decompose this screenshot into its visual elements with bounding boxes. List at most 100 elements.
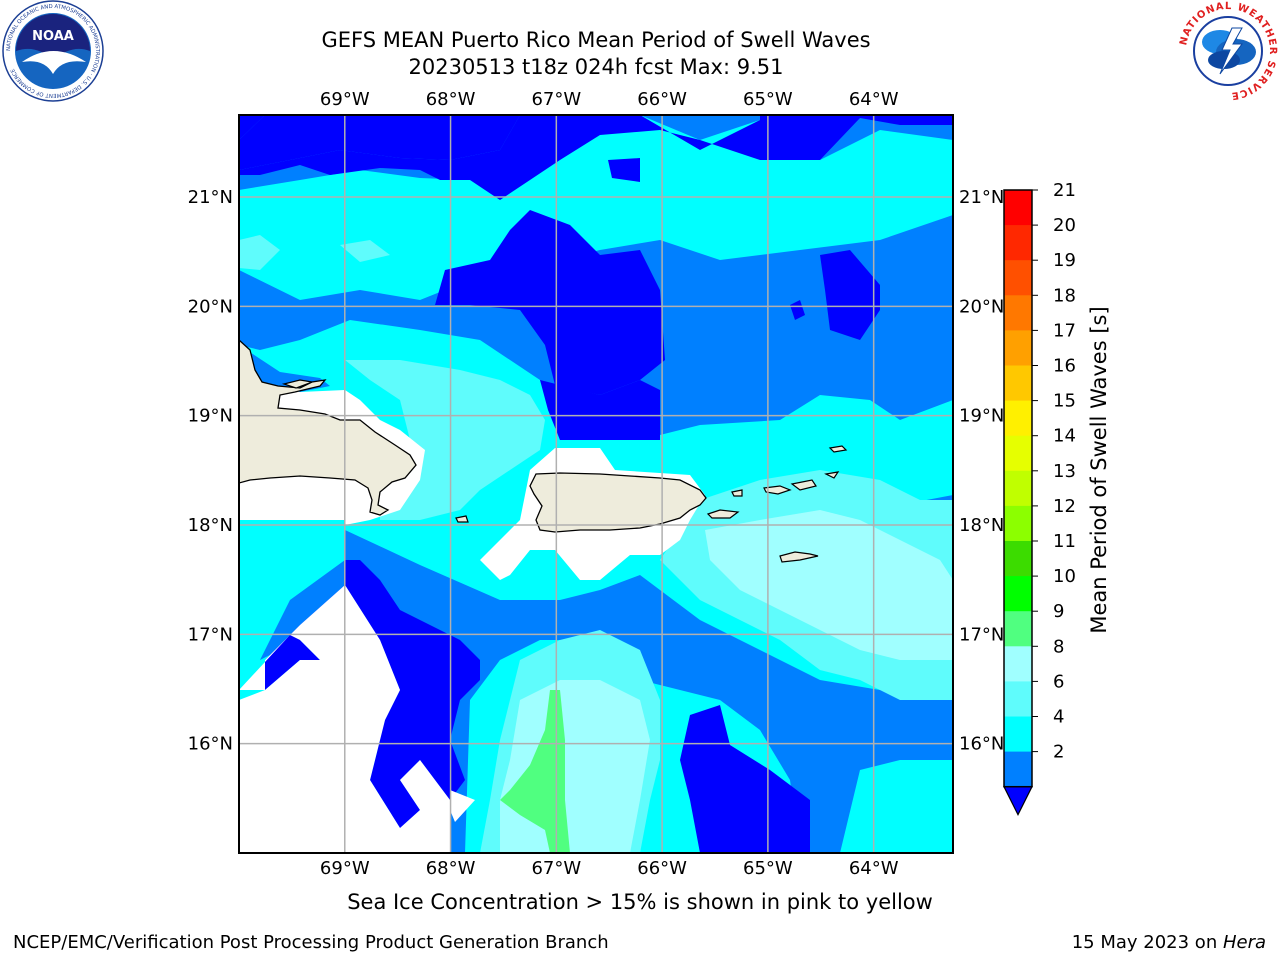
colorbar-swatch — [1004, 576, 1032, 612]
swell-band-9-10 — [500, 690, 570, 853]
colorbar-swatch — [1004, 330, 1032, 367]
colorbar-tick-label: 16 — [1053, 356, 1076, 377]
chart-title: GEFS MEAN Puerto Rico Mean Period of Swe… — [321, 28, 871, 52]
lon-label-top: 64°W — [849, 89, 899, 110]
swell-band-below-2-speck2 — [790, 300, 805, 320]
colorbar-swatch — [1004, 751, 1032, 788]
lon-label-top: 68°W — [426, 89, 476, 110]
lon-label-bottom: 69°W — [320, 858, 370, 879]
colorbar-tick-label: 20 — [1053, 215, 1076, 236]
land-saona — [281, 379, 315, 389]
colorbar-swatch — [1004, 225, 1032, 261]
nws-logo: NATIONAL WEATHER SERVICE — [1178, 1, 1278, 101]
colorbar-tick-label: 2 — [1053, 742, 1064, 763]
land-culebra-vieques — [706, 509, 740, 519]
swell-band-below-2-northwest — [239, 115, 520, 170]
lon-label-top: 65°W — [743, 89, 793, 110]
noaa-logo: NATIONAL OCEANIC AND ATMOSPHERIC ADMINIS… — [2, 0, 104, 102]
land-mona — [455, 515, 469, 523]
colorbar-swatch — [1004, 470, 1032, 507]
colorbar-swatch — [1004, 646, 1032, 682]
lat-label-right: 21°N — [959, 187, 1004, 208]
lon-label-top: 67°W — [531, 89, 581, 110]
colorbar-swatch — [1004, 295, 1032, 331]
lon-label-top: 69°W — [320, 89, 370, 110]
lat-label-left: 16°N — [188, 734, 233, 755]
colorbar-tick-label: 15 — [1053, 391, 1076, 412]
footer-host: Hera — [1222, 932, 1266, 953]
colorbar-tick-label: 18 — [1053, 285, 1076, 306]
sea-ice-note: Sea Ice Concentration > 15% is shown in … — [347, 890, 933, 914]
colorbar-swatch — [1004, 190, 1032, 226]
lat-label-right: 20°N — [959, 296, 1004, 317]
colorbar-tick-label: 6 — [1053, 671, 1064, 692]
map-plot-area — [239, 115, 953, 853]
swell-band-8-9-east — [705, 510, 953, 660]
lat-label-left: 20°N — [188, 296, 233, 317]
land-st-thomas — [790, 479, 817, 491]
swell-band-below-2-speck — [608, 158, 640, 182]
land-bvi — [824, 471, 840, 479]
mask-south — [450, 790, 475, 822]
colorbar-tick-label: 14 — [1053, 426, 1076, 447]
land-desecheo — [731, 489, 743, 497]
colorbar-swatch — [1004, 400, 1032, 437]
swell-band-8-9-south — [500, 680, 650, 853]
land-anegada — [828, 445, 848, 453]
swell-band-below-2-south — [680, 705, 810, 853]
colorbar-swatch — [1004, 435, 1032, 472]
swell-band-below-2-channel — [435, 210, 665, 395]
footer-date: 15 May 2023 on Hera — [1072, 932, 1266, 953]
colorbar-swatch — [1004, 716, 1032, 753]
colorbar-tick-label: 10 — [1053, 566, 1076, 587]
lon-label-bottom: 64°W — [849, 858, 899, 879]
land-virgin-islands — [763, 485, 792, 495]
colorbar-tick-label: 17 — [1053, 320, 1076, 341]
swell-band-6-8-north — [340, 240, 390, 262]
colorbar-extend-arrow — [1003, 786, 1033, 817]
lon-label-bottom: 66°W — [637, 858, 687, 879]
colorbar-swatch — [1004, 681, 1032, 718]
colorbar-tick-label: 11 — [1053, 531, 1076, 552]
swell-band-below-2-mona — [540, 380, 660, 440]
lat-label-right: 16°N — [959, 734, 1004, 755]
lat-label-left: 18°N — [188, 515, 233, 536]
footer-date-text: 15 May 2023 on — [1071, 932, 1223, 953]
land-st-croix — [779, 551, 819, 563]
footer-branch: NCEP/EMC/Verification Post Processing Pr… — [13, 932, 609, 953]
lat-label-right: 18°N — [959, 515, 1004, 536]
lon-label-bottom: 67°W — [531, 858, 581, 879]
lon-label-bottom: 65°W — [743, 858, 793, 879]
lon-label-bottom: 68°W — [426, 858, 476, 879]
colorbar-swatch — [1004, 365, 1032, 402]
swell-band-6-8-northwest — [239, 235, 280, 270]
lat-label-left: 19°N — [188, 406, 233, 427]
swell-band-below-2-northeast — [820, 250, 880, 340]
lat-label-left: 21°N — [188, 187, 233, 208]
colorbar-frame — [1003, 189, 1033, 788]
chart-subtitle: 20230513 t18z 024h fcst Max: 9.51 — [408, 55, 784, 79]
swell-band-below-2-north-center — [239, 115, 953, 200]
colorbar-label: Mean Period of Swell Waves [s] — [1087, 306, 1111, 633]
colorbar-swatch — [1004, 611, 1032, 647]
colorbar-swatch — [1004, 541, 1032, 577]
colorbar-tick-label: 4 — [1053, 707, 1064, 728]
lat-label-right: 17°N — [959, 624, 1004, 645]
lon-label-top: 66°W — [637, 89, 687, 110]
swell-band-2-4-west — [239, 345, 330, 392]
colorbar: 21 20 19 18 17 16 15 14 13 12 11 10 9 8 6 4 2 — [1003, 180, 1076, 817]
colorbar-swatch — [1004, 505, 1032, 542]
map-frame — [238, 114, 954, 854]
colorbar-tick-label: 12 — [1053, 496, 1076, 517]
lat-label-right: 19°N — [959, 406, 1004, 427]
colorbar-tick-label: 19 — [1053, 250, 1076, 271]
colorbar-tick-label: 13 — [1053, 461, 1076, 482]
lat-label-left: 17°N — [188, 624, 233, 645]
colorbar-swatch — [1004, 260, 1032, 296]
colorbar-tick-label: 9 — [1053, 601, 1064, 622]
swell-band-below-2-southwest — [265, 560, 480, 828]
noaa-logo-text: NOAA — [32, 29, 74, 44]
colorbar-tick-label: 8 — [1053, 636, 1064, 657]
colorbar-tick-label: 21 — [1053, 180, 1076, 201]
